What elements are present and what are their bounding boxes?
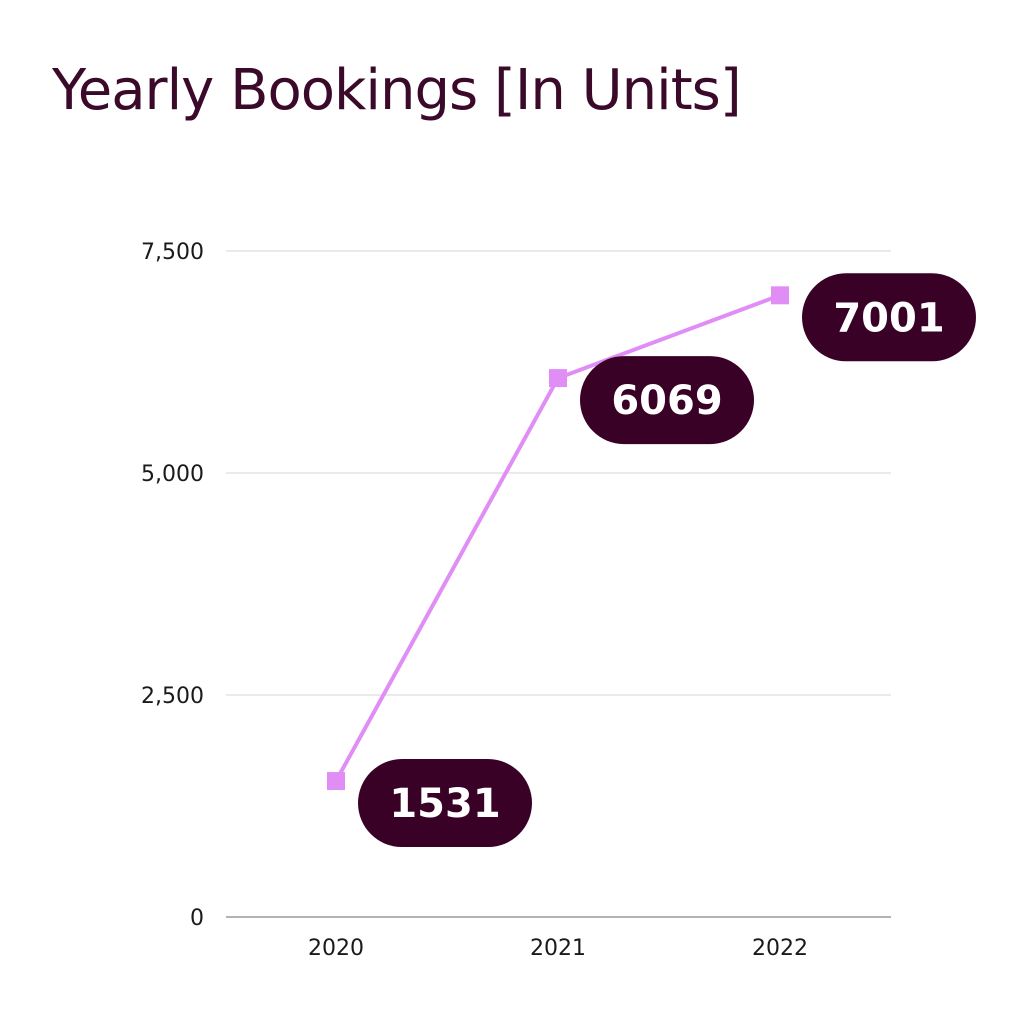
y-tick-label: 7,500 (141, 240, 204, 265)
x-tick-label: 2020 (308, 936, 364, 961)
data-label-pill (580, 356, 754, 445)
data-label-pill (358, 759, 532, 848)
y-tick-label: 0 (190, 906, 204, 931)
data-point-marker (549, 369, 567, 388)
data-point-marker (771, 286, 789, 305)
chart-title: Yearly Bookings [In Units] (52, 58, 742, 123)
data-label: 7001 (833, 295, 944, 341)
x-tick-label: 2022 (752, 936, 808, 961)
y-tick-label: 2,500 (141, 684, 204, 709)
x-tick-label: 2021 (530, 936, 586, 961)
data-label: 6069 (611, 378, 722, 424)
y-tick-label: 5,000 (141, 462, 204, 487)
data-point-marker (327, 772, 345, 791)
data-label: 1531 (389, 781, 500, 827)
data-label-pill (802, 273, 976, 362)
